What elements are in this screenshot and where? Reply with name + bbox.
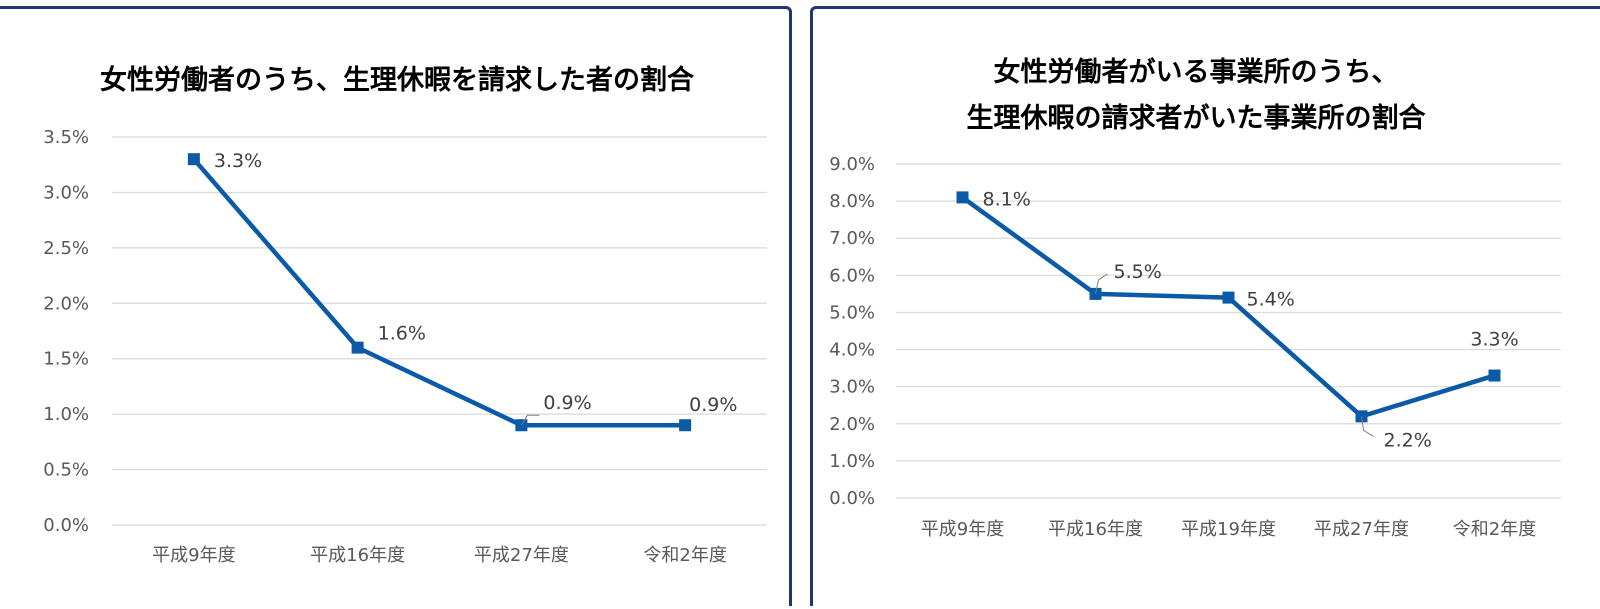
x-tick-label: 令和2年度 [1453,519,1536,540]
data-label: 5.5% [1114,261,1162,283]
data-label: 0.9% [689,394,737,416]
y-tick-label: 9.0% [829,154,875,175]
y-tick-label: 1.5% [43,349,89,370]
data-point [1222,291,1235,304]
y-tick-label: 2.5% [43,238,89,259]
y-tick-label: 3.5% [43,127,89,148]
y-tick-label: 6.0% [829,265,875,286]
data-point [679,419,692,432]
data-point [187,153,200,166]
x-tick-label: 平成27年度 [474,545,569,566]
data-point [1488,369,1501,382]
data-label: 5.4% [1247,289,1295,311]
y-tick-label: 3.0% [43,182,89,203]
x-tick-label: 平成16年度 [1048,519,1143,540]
y-tick-label: 0.0% [43,515,89,536]
data-label: 3.3% [214,150,262,172]
leader-line [520,414,540,426]
y-tick-label: 2.0% [43,293,89,314]
x-tick-label: 平成27年度 [1314,519,1409,540]
x-tick-label: 令和2年度 [643,545,726,566]
leader-line [1095,273,1108,294]
x-tick-label: 平成19年度 [1181,519,1276,540]
chart-panel-right: 女性労働者がいる事業所のうち、 生理休暇の請求者がいた事業所の割合 0.0% 1.0%… [810,6,1600,606]
data-label: 2.2% [1384,429,1432,451]
y-tick-label: 1.0% [43,404,89,425]
line-chart-left: 女性労働者のうち、生理休暇を請求した者の割合 0.0% 0.5% 1.0% 1.5% 2.… [43,64,767,566]
data-point [956,191,969,204]
line-chart-right: 女性労働者がいる事業所のうち、生理休暇の請求者がいた事業所の割合 0.0% 1.0%… [829,56,1561,540]
leader-line [1361,416,1374,437]
data-label: 0.9% [543,392,591,414]
y-tick-label: 3.0% [829,377,875,398]
y-tick-label: 7.0% [829,228,875,249]
data-label: 1.6% [378,323,426,345]
data-label: 8.1% [983,188,1031,210]
x-tick-label: 平成9年度 [921,519,1004,540]
chart-title: 女性労働者のうち、生理休暇を請求した者の割合 [100,64,694,96]
chart-panel-left: 女性労働者のうち、生理休暇を請求した者の割合 0.0% 0.5% 1.0% 1.5% 2.… [0,6,792,606]
series-line [961,195,1496,419]
series-line [192,157,686,428]
chart-title: 女性労働者がいる事業所のうち、 [994,56,1399,88]
y-tick-label: 8.0% [829,191,875,212]
x-tick-label: 平成16年度 [310,545,405,566]
y-tick-label: 0.0% [829,488,875,509]
y-tick-label: 2.0% [829,414,875,435]
data-label: 3.3% [1470,329,1518,351]
x-tick-label: 平成9年度 [152,545,235,566]
y-tick-label: 5.0% [829,302,875,323]
chart-title: 生理休暇の請求者がいた事業所の割合 [967,102,1426,134]
y-tick-label: 1.0% [829,451,875,472]
data-point [351,341,364,354]
y-tick-label: 0.5% [43,460,89,481]
y-tick-label: 4.0% [829,340,875,361]
